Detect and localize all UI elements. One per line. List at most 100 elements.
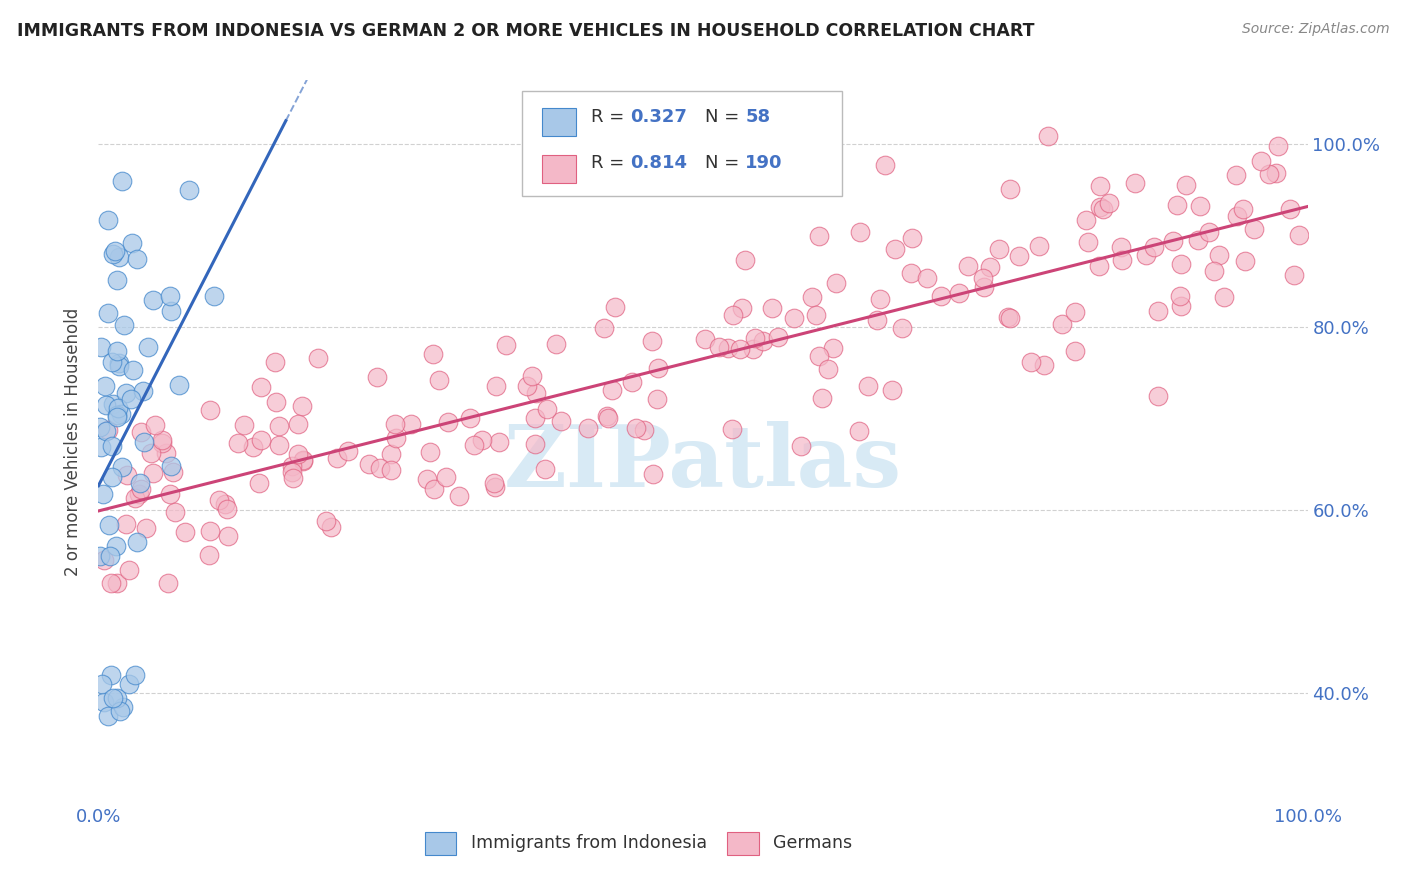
Point bbox=[1282, 268, 1305, 282]
Point bbox=[1166, 198, 1188, 212]
Point bbox=[482, 476, 505, 491]
Point bbox=[495, 338, 517, 352]
Point bbox=[600, 384, 623, 398]
Point bbox=[1170, 257, 1192, 271]
Point bbox=[90, 340, 112, 354]
Point bbox=[1111, 253, 1133, 268]
Point bbox=[801, 290, 824, 304]
Point bbox=[534, 462, 557, 476]
Point bbox=[366, 370, 388, 384]
Point bbox=[1064, 343, 1087, 358]
Point bbox=[105, 273, 128, 287]
Point bbox=[242, 440, 264, 454]
Point bbox=[217, 529, 239, 543]
Point bbox=[307, 351, 329, 366]
Point bbox=[91, 487, 114, 501]
Point bbox=[177, 183, 200, 197]
Point bbox=[97, 423, 120, 437]
Point bbox=[1135, 248, 1157, 262]
Text: N =: N = bbox=[706, 108, 745, 126]
Point bbox=[869, 292, 891, 306]
Point bbox=[422, 483, 444, 497]
Point bbox=[1202, 263, 1225, 277]
Point bbox=[848, 225, 870, 239]
Bar bbox=[727, 831, 759, 855]
Point bbox=[101, 690, 124, 705]
Point bbox=[973, 280, 995, 294]
Point bbox=[97, 518, 120, 533]
Point bbox=[1213, 290, 1236, 304]
Point bbox=[1098, 195, 1121, 210]
Text: Germans: Germans bbox=[773, 833, 852, 852]
Text: 0.814: 0.814 bbox=[630, 154, 688, 172]
Point bbox=[427, 373, 450, 387]
Point bbox=[368, 461, 391, 475]
Bar bbox=[543, 155, 576, 183]
Point bbox=[1264, 166, 1286, 180]
Point bbox=[1109, 240, 1132, 254]
Point bbox=[107, 401, 129, 415]
Point bbox=[1187, 233, 1209, 247]
Point bbox=[731, 301, 754, 315]
Point bbox=[633, 423, 655, 437]
Point bbox=[115, 385, 138, 400]
Point bbox=[1278, 202, 1301, 216]
Point bbox=[269, 438, 291, 452]
Point bbox=[315, 514, 337, 528]
Point bbox=[134, 434, 156, 449]
Point bbox=[100, 667, 122, 681]
Point bbox=[90, 440, 112, 454]
Point bbox=[998, 181, 1021, 195]
Point bbox=[929, 289, 952, 303]
Point bbox=[447, 490, 470, 504]
Point bbox=[1250, 154, 1272, 169]
Point bbox=[98, 549, 121, 563]
Point bbox=[544, 337, 567, 351]
Point bbox=[1225, 168, 1247, 182]
Point bbox=[915, 270, 938, 285]
Point bbox=[434, 470, 457, 484]
Point bbox=[214, 497, 236, 511]
Point bbox=[856, 379, 879, 393]
Point bbox=[1188, 199, 1211, 213]
Point bbox=[848, 425, 870, 439]
Point bbox=[101, 439, 124, 453]
Point bbox=[811, 392, 834, 406]
Point bbox=[131, 425, 153, 440]
Point bbox=[101, 397, 124, 411]
Point bbox=[380, 447, 402, 461]
Point bbox=[399, 417, 422, 431]
Point bbox=[1036, 128, 1059, 143]
Point bbox=[1142, 240, 1164, 254]
Point bbox=[155, 445, 177, 459]
Point bbox=[416, 472, 439, 486]
Point bbox=[488, 434, 510, 449]
Point bbox=[89, 420, 111, 434]
Point bbox=[173, 524, 195, 539]
Point bbox=[112, 318, 135, 332]
Point bbox=[228, 436, 250, 450]
Point bbox=[111, 699, 134, 714]
Point bbox=[884, 242, 907, 256]
Point bbox=[485, 379, 508, 393]
Point bbox=[200, 403, 222, 417]
Point bbox=[1123, 176, 1146, 190]
Point bbox=[250, 433, 273, 447]
Text: 58: 58 bbox=[745, 108, 770, 126]
Point bbox=[707, 340, 730, 354]
Point bbox=[142, 293, 165, 307]
Point bbox=[93, 695, 115, 709]
Point bbox=[1288, 227, 1310, 242]
Point bbox=[93, 553, 115, 567]
Point bbox=[471, 433, 494, 447]
Point bbox=[744, 331, 766, 345]
Point bbox=[1267, 139, 1289, 153]
Point bbox=[118, 563, 141, 577]
Point bbox=[603, 300, 626, 314]
Point bbox=[626, 421, 648, 435]
Point bbox=[111, 460, 134, 475]
Point bbox=[110, 407, 132, 421]
Point bbox=[463, 438, 485, 452]
Point bbox=[233, 417, 256, 432]
Point bbox=[866, 313, 889, 327]
